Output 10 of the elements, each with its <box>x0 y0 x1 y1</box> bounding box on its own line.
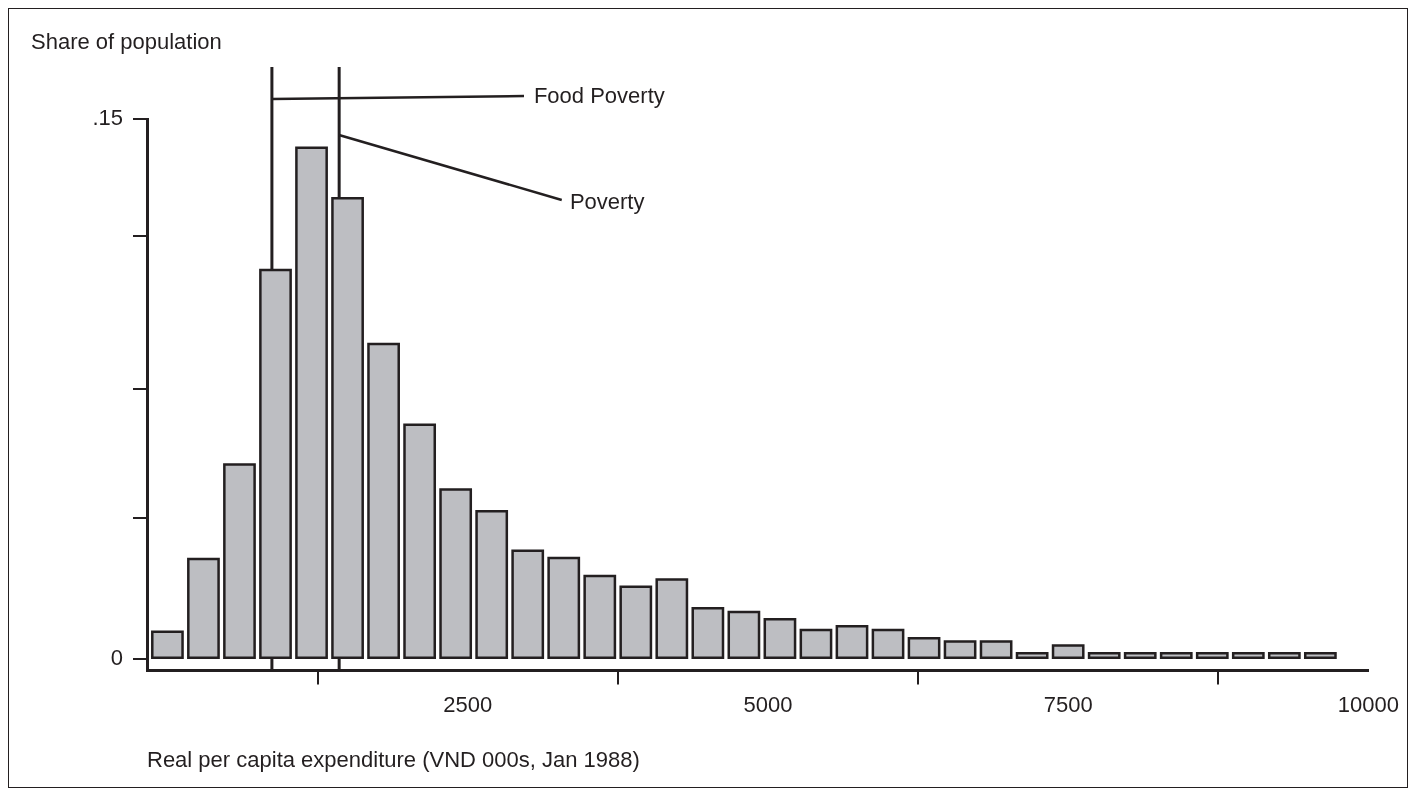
x-tick-label: 7500 <box>1043 691 1093 717</box>
y-axis-title: Share of population <box>31 29 222 54</box>
y-tick-label: .15 <box>92 105 123 131</box>
y-tick-label: 0 <box>110 644 123 670</box>
ref-line-label: Food Poverty <box>533 83 665 109</box>
x-tick-label: 10000 <box>1337 691 1400 717</box>
ref-line-label: Poverty <box>569 189 645 215</box>
x-tick-label: 2500 <box>443 691 493 717</box>
x-axis-title: Real per capita expenditure (VND 000s, Jan 1988) <box>147 747 640 772</box>
x-tick-label: 5000 <box>743 691 793 717</box>
